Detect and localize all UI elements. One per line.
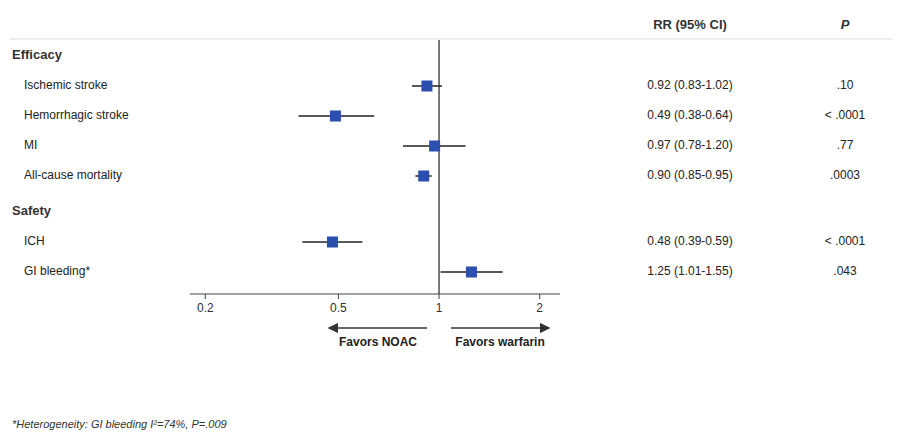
p-label: .043 <box>833 264 857 278</box>
favor-arrow <box>451 327 549 328</box>
value-label: 0.49 (0.38-0.64) <box>647 108 732 122</box>
value-label: 1.25 (1.01-1.55) <box>647 264 732 278</box>
p-label: < .0001 <box>825 108 866 122</box>
x-axis <box>190 294 560 295</box>
x-tick <box>539 294 540 299</box>
annotation: Favors warfarin <box>455 335 544 349</box>
point-estimate <box>330 111 341 122</box>
point-estimate <box>429 141 440 152</box>
category-label: All-cause mortality <box>24 168 122 182</box>
x-tick-label: 0.5 <box>330 301 347 315</box>
category-label: MI <box>24 138 37 152</box>
x-tick-label: 0.2 <box>197 301 214 315</box>
footnote: *Heterogeneity: GI bleeding I²=74%, P=.0… <box>12 418 227 430</box>
x-tick <box>205 294 206 299</box>
value-label: 0.48 (0.39-0.59) <box>647 234 732 248</box>
category-label: Ischemic stroke <box>24 78 108 92</box>
reference-line <box>438 40 439 294</box>
value-label: 0.92 (0.83-1.02) <box>647 78 732 92</box>
section-header: Efficacy <box>12 47 63 62</box>
x-tick <box>439 294 440 299</box>
p-label: .10 <box>837 78 854 92</box>
p-label: .0003 <box>830 168 860 182</box>
category-label: Hemorrhagic stroke <box>24 108 129 122</box>
p-label: < .0001 <box>825 234 866 248</box>
p-label: .77 <box>837 138 854 152</box>
point-estimate <box>327 237 338 248</box>
point-estimate <box>418 171 429 182</box>
category-label: ICH <box>24 234 45 248</box>
point-estimate <box>466 267 477 278</box>
plot-area <box>299 40 503 294</box>
value-label: 0.90 (0.85-0.95) <box>647 168 732 182</box>
annotation: Favors NOAC <box>339 335 417 349</box>
x-tick-label: 1 <box>436 301 443 315</box>
header-rule <box>10 39 892 40</box>
category-label: GI bleeding* <box>24 264 90 278</box>
value-label: 0.97 (0.78-1.20) <box>647 138 732 152</box>
x-tick <box>338 294 339 299</box>
x-tick-label: 2 <box>536 301 543 315</box>
column-header: RR (95% CI) <box>653 17 727 32</box>
column-header: P <box>841 17 850 32</box>
favor-arrow <box>329 327 427 328</box>
point-estimate <box>421 81 432 92</box>
section-header: Safety <box>12 203 52 218</box>
